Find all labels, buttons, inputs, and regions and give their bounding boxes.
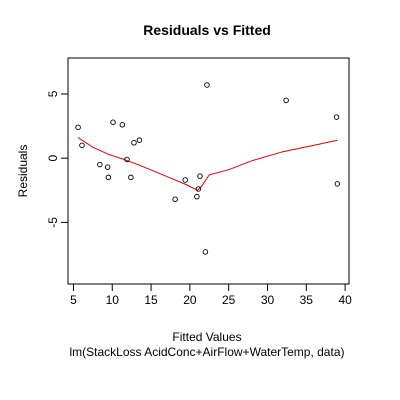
x-axis: 5 10 15 20 25 30 35 40 bbox=[70, 284, 352, 307]
y-tick-label: 5 bbox=[46, 90, 60, 97]
smooth-line bbox=[77, 137, 338, 191]
x-tick-label: 40 bbox=[338, 293, 352, 307]
y-tick-label: -5 bbox=[46, 217, 60, 228]
residual-point bbox=[128, 174, 134, 181]
residual-point bbox=[104, 164, 111, 170]
residual-point bbox=[172, 196, 178, 202]
residual-point bbox=[124, 156, 130, 163]
residual-point bbox=[75, 124, 81, 131]
residual-point bbox=[136, 137, 143, 143]
residual-point bbox=[110, 119, 116, 125]
residual-point bbox=[197, 173, 203, 179]
points-layer bbox=[75, 82, 341, 255]
residual-point bbox=[333, 114, 340, 120]
y-axis: -5 0 5 bbox=[46, 90, 68, 228]
residual-point bbox=[182, 177, 188, 183]
residual-point bbox=[97, 161, 103, 168]
residual-point bbox=[195, 186, 202, 192]
y-tick-label: 0 bbox=[46, 155, 60, 162]
x-axis-sublabel: lm(StackLoss AcidConc+AirFlow+WaterTemp,… bbox=[70, 345, 345, 359]
x-tick-label: 30 bbox=[261, 293, 275, 307]
residual-point bbox=[334, 181, 341, 187]
residual-point bbox=[119, 122, 126, 128]
chart-title: Residuals vs Fitted bbox=[143, 22, 271, 38]
x-tick-label: 35 bbox=[300, 293, 314, 307]
x-axis-label: Fitted Values bbox=[172, 330, 241, 344]
residual-point bbox=[283, 97, 289, 104]
residual-point bbox=[79, 142, 85, 149]
x-tick-label: 5 bbox=[70, 293, 77, 307]
x-tick-label: 15 bbox=[144, 293, 158, 307]
residual-point bbox=[194, 193, 200, 200]
residual-point bbox=[204, 82, 210, 88]
residual-point bbox=[105, 174, 112, 181]
x-tick-label: 20 bbox=[183, 293, 197, 307]
residual-point bbox=[131, 139, 137, 146]
x-tick-label: 25 bbox=[222, 293, 236, 307]
x-tick-label: 10 bbox=[106, 293, 120, 307]
residual-point bbox=[202, 249, 209, 255]
plot-frame bbox=[67, 57, 350, 285]
y-axis-label: Residuals bbox=[16, 145, 30, 198]
